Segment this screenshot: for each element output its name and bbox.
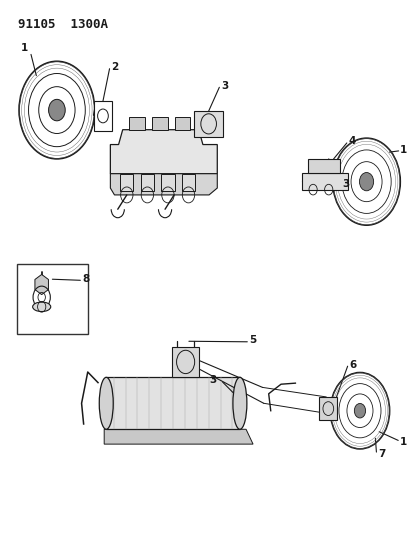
Bar	[129, 117, 145, 130]
Polygon shape	[35, 274, 48, 295]
Text: 7: 7	[377, 449, 385, 459]
Text: 3: 3	[209, 375, 216, 385]
Text: 6: 6	[349, 360, 356, 369]
Text: 8: 8	[82, 274, 89, 284]
Text: 5: 5	[248, 335, 256, 345]
Bar	[17, 264, 88, 334]
Bar	[152, 117, 167, 130]
Bar	[181, 174, 195, 191]
Text: 3: 3	[342, 179, 349, 189]
Text: 2: 2	[111, 62, 118, 72]
Ellipse shape	[233, 377, 246, 429]
Bar	[120, 174, 133, 191]
Text: 91105  1300A: 91105 1300A	[18, 18, 107, 31]
Bar	[106, 377, 239, 429]
Bar	[161, 174, 174, 191]
Polygon shape	[104, 429, 252, 444]
Bar	[140, 174, 154, 191]
Ellipse shape	[99, 377, 113, 429]
Bar	[307, 159, 339, 173]
Bar	[318, 397, 337, 420]
Text: 4: 4	[348, 136, 355, 147]
Text: 1: 1	[399, 437, 406, 447]
Circle shape	[358, 173, 373, 191]
Text: 3: 3	[221, 80, 228, 91]
Circle shape	[48, 99, 65, 121]
Polygon shape	[110, 174, 217, 195]
Text: 1: 1	[399, 145, 406, 155]
Bar	[301, 173, 347, 190]
Polygon shape	[110, 130, 217, 174]
Bar	[93, 101, 112, 131]
Text: 1: 1	[20, 43, 28, 53]
Ellipse shape	[33, 302, 51, 312]
Circle shape	[354, 403, 365, 418]
Bar	[174, 117, 190, 130]
Bar	[172, 346, 198, 377]
Bar	[193, 111, 223, 136]
